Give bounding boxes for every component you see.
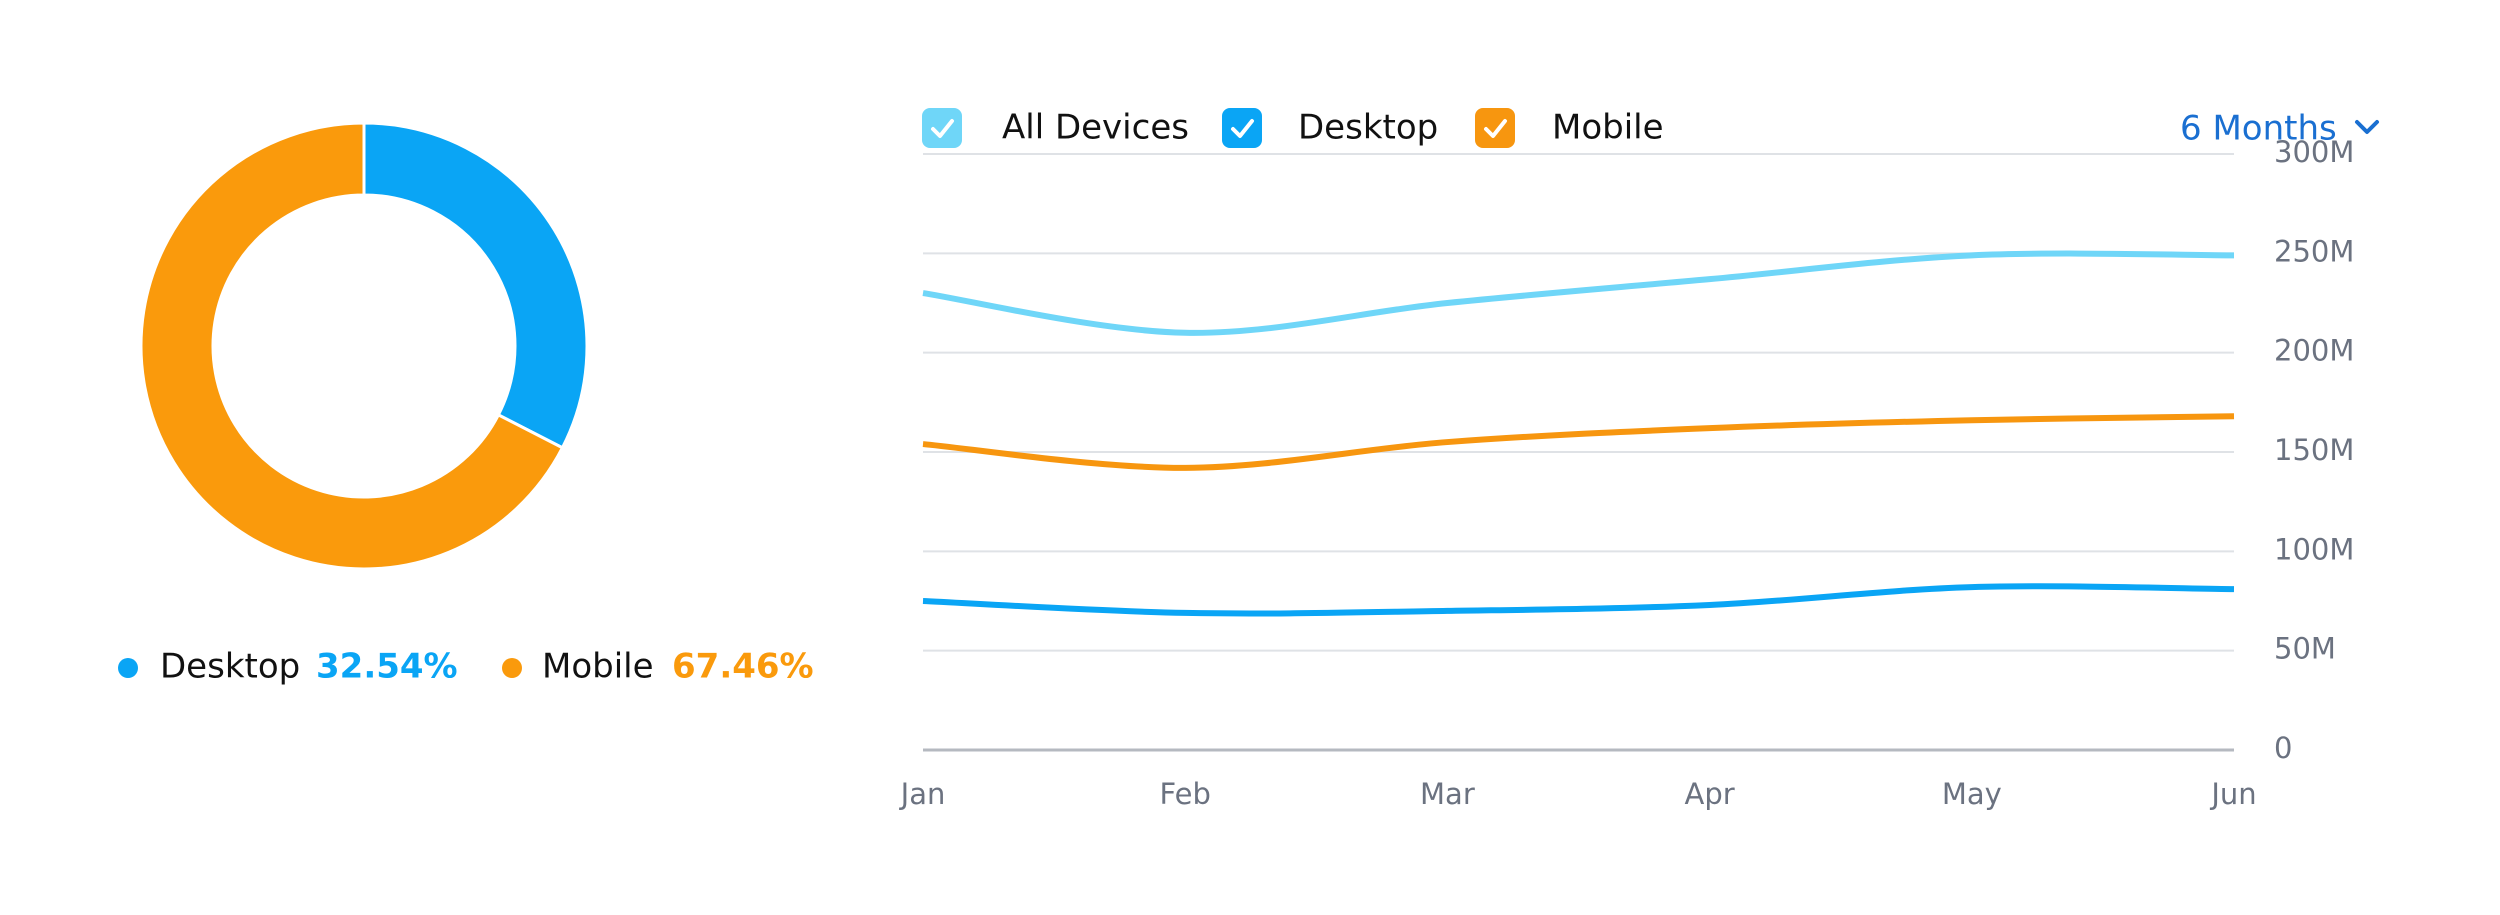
y-tick-label: 300M — [2274, 135, 2354, 169]
y-tick-label: 100M — [2274, 532, 2354, 566]
x-tick-label: Apr — [1685, 777, 1735, 811]
series-line — [922, 250, 2235, 336]
donut-slice — [139, 121, 565, 571]
y-tick-label: 50M — [2274, 632, 2336, 666]
legend-dot — [118, 658, 138, 678]
y-tick-label: 200M — [2274, 334, 2354, 368]
x-tick-label: Feb — [1160, 777, 1211, 811]
legend-label: Mobile — [542, 647, 654, 687]
checkmark[interactable] — [1484, 119, 1507, 138]
legend-checkbox[interactable] — [922, 108, 962, 148]
period-dropdown[interactable]: 6 Months — [2180, 109, 2379, 149]
y-tick-label: 150M — [2274, 433, 2354, 467]
legend-checkbox[interactable] — [1222, 108, 1262, 148]
legend-label[interactable]: All Devices — [1002, 108, 1189, 148]
x-tick-label: May — [1942, 777, 2002, 811]
series-line — [922, 583, 2235, 617]
x-tick-label: Jan — [899, 777, 946, 811]
series-line — [922, 413, 2235, 471]
value-label: 67.46% — [672, 647, 814, 687]
period-label[interactable]: 6 Months — [2180, 109, 2337, 149]
legend-label[interactable]: Mobile — [1552, 108, 1664, 148]
checkmark[interactable] — [931, 119, 954, 138]
y-tick-label: 250M — [2274, 234, 2354, 268]
legend-checkbox[interactable] — [1475, 108, 1515, 148]
y-tick-label: 0 — [2274, 731, 2292, 765]
x-tick-label: Jun — [2209, 777, 2256, 811]
legend-label: Desktop — [160, 647, 300, 687]
donut-slice — [362, 121, 589, 450]
value-label: 32.54% — [316, 647, 458, 687]
chevron[interactable] — [2355, 120, 2379, 134]
checkmark[interactable] — [1231, 119, 1254, 138]
legend-dot — [502, 658, 522, 678]
legend-label[interactable]: Desktop — [1298, 108, 1438, 148]
x-tick-label: Mar — [1420, 777, 1475, 811]
